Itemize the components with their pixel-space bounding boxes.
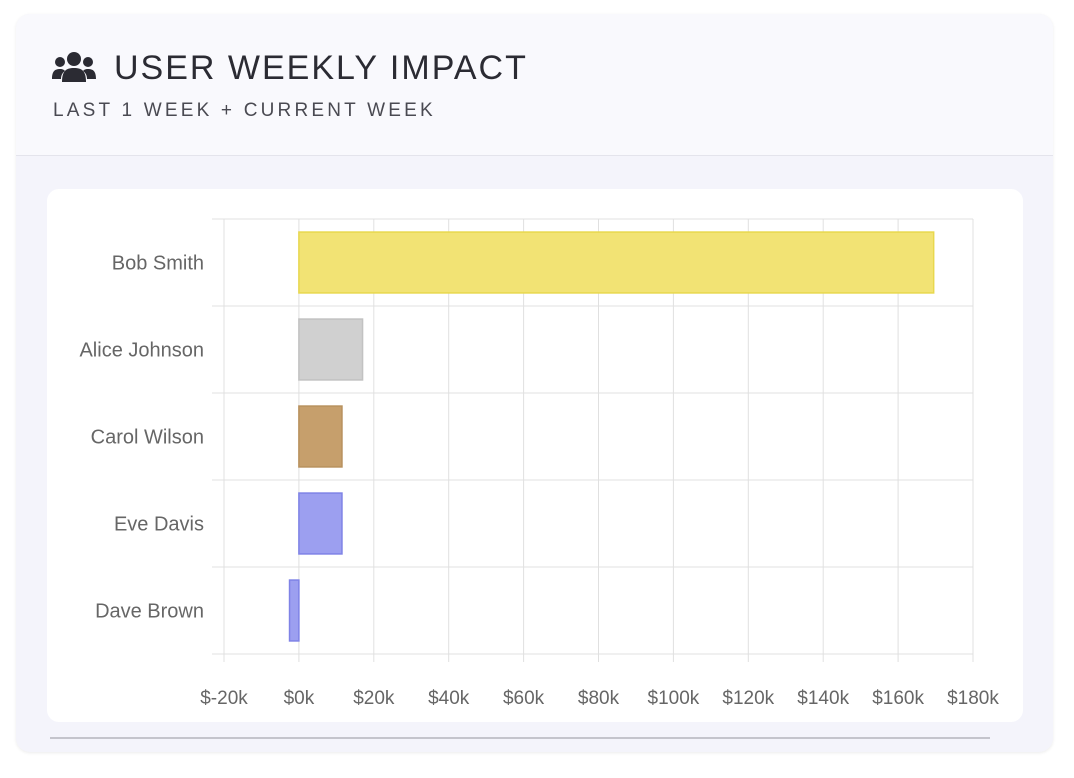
bar-carol-wilson	[298, 405, 343, 468]
impact-bar-chart: $-20k $0k $20k $40k $60k $80k $100k $120k $140k $…	[79, 218, 999, 709]
x-tick-label: $160k	[872, 688, 924, 709]
x-tick-label: $60k	[503, 688, 545, 709]
bar-eve-davis	[298, 492, 343, 555]
x-tick-label: $120k	[722, 688, 774, 709]
x-tick-label: $0k	[284, 688, 315, 709]
bar-alice-johnson	[298, 318, 364, 381]
x-tick-label: $20k	[353, 688, 395, 709]
x-tick-label: $100k	[648, 688, 700, 709]
card-header: USER WEEKLY IMPACT LAST 1 WEEK + CURRENT…	[16, 14, 1053, 156]
x-tick-label: $-20k	[200, 688, 248, 709]
x-tick-label: $80k	[578, 688, 620, 709]
impact-card: USER WEEKLY IMPACT LAST 1 WEEK + CURRENT…	[16, 14, 1053, 752]
x-tick-label: $40k	[428, 688, 470, 709]
page-subtitle: LAST 1 WEEK + CURRENT WEEK	[53, 100, 436, 121]
page-title: USER WEEKLY IMPACT	[114, 48, 528, 87]
bar-dave-brown	[288, 579, 300, 642]
x-tick-label: $140k	[797, 688, 849, 709]
bottom-divider	[50, 737, 990, 739]
y-category-label: Alice Johnson	[79, 340, 204, 362]
y-category-label: Bob Smith	[112, 253, 204, 275]
title-row: USER WEEKLY IMPACT	[52, 48, 528, 88]
users-icon	[52, 52, 96, 82]
chart-panel: $-20k $0k $20k $40k $60k $80k $100k $120k $140k $…	[47, 189, 1023, 722]
y-category-label: Dave Brown	[95, 601, 204, 623]
x-tick-label: $180k	[947, 688, 999, 709]
y-category-label: Carol Wilson	[91, 427, 204, 449]
y-category-label: Eve Davis	[114, 514, 204, 536]
bar-bob-smith	[298, 231, 935, 294]
